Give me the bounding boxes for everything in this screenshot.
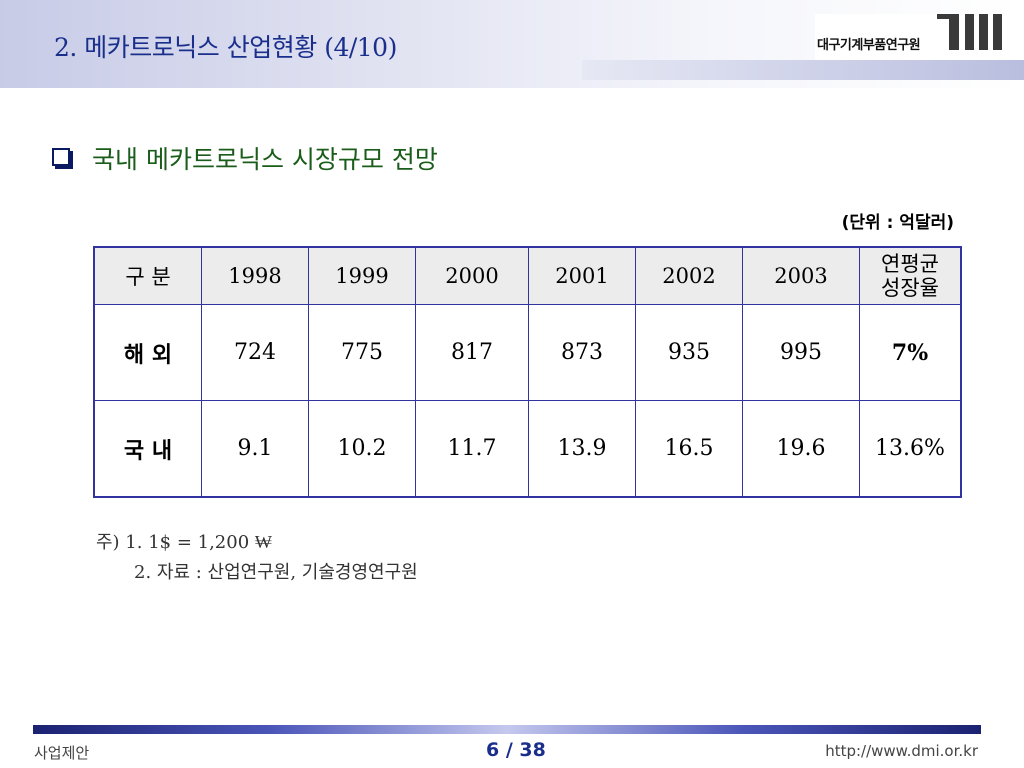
note-line-2: 2. 자료 : 산업연구원, 기술경영연구원 [134,562,418,583]
footer-divider [33,725,981,734]
note-line-1: 주) 1. 1$ = 1,200 ₩ [96,532,272,553]
table-cell: 9.1 [201,400,309,498]
dmi-bars-logo-icon [937,14,1002,50]
header-cell-year: 2003 [742,246,860,305]
table-cell: 935 [635,304,743,401]
growth-cell: 7% [859,304,962,401]
page-number: 6 / 38 [486,739,546,761]
page-title: 2. 메카트로닉스 산업현황 (4/10) [54,33,397,62]
table-cell: 775 [308,304,416,401]
table-row-overseas: 해 외 724 775 817 873 935 995 7% [93,304,962,401]
logo-text: 대구기계부품연구원 [817,38,921,53]
table-cell: 16.5 [635,400,743,498]
growth-cell: 13.6% [859,400,962,498]
section-heading-text: 국내 메카트로닉스 시장규모 전망 [92,145,438,174]
table-cell: 724 [201,304,309,401]
notes: 주) 1. 1$ = 1,200 ₩ 2. 자료 : 산업연구원, 기술경영연구… [96,528,418,588]
table-cell: 873 [528,304,636,401]
table-row-domestic: 국 내 9.1 10.2 11.7 13.9 16.5 19.6 13.6% [93,400,962,498]
table-cell: 817 [415,304,529,401]
table-cell: 11.7 [415,400,529,498]
row-label: 국 내 [93,400,202,498]
dmi-logo: 대구기계부품연구원 [815,14,1007,60]
checkbox-bullet-icon [52,148,70,166]
header-cell-year: 1998 [201,246,309,305]
unit-label: (단위 : 억달러) [841,213,954,233]
table-header-row: 구 분 1998 1999 2000 2001 2002 2003 연평균 성장… [93,246,962,305]
header-accent-bar [582,60,1024,80]
header-cell-year: 2000 [415,246,529,305]
footer-url: http://www.dmi.or.kr [825,742,978,760]
footer-left-text: 사업제안 [34,744,90,762]
header-cell-year: 2002 [635,246,743,305]
section-heading: 국내 메카트로닉스 시장규모 전망 [52,140,438,176]
table-cell: 13.9 [528,400,636,498]
market-size-table: 구 분 1998 1999 2000 2001 2002 2003 연평균 성장… [93,246,962,498]
row-label: 해 외 [93,304,202,401]
header-cell-year: 2001 [528,246,636,305]
header-cell-category: 구 분 [93,246,202,305]
table-cell: 19.6 [742,400,860,498]
header-cell-growth: 연평균 성장율 [859,246,962,305]
growth-header-line1: 연평균 [881,252,939,276]
table-cell: 995 [742,304,860,401]
header-cell-year: 1999 [308,246,416,305]
table-cell: 10.2 [308,400,416,498]
growth-header-line2: 성장율 [881,276,939,300]
